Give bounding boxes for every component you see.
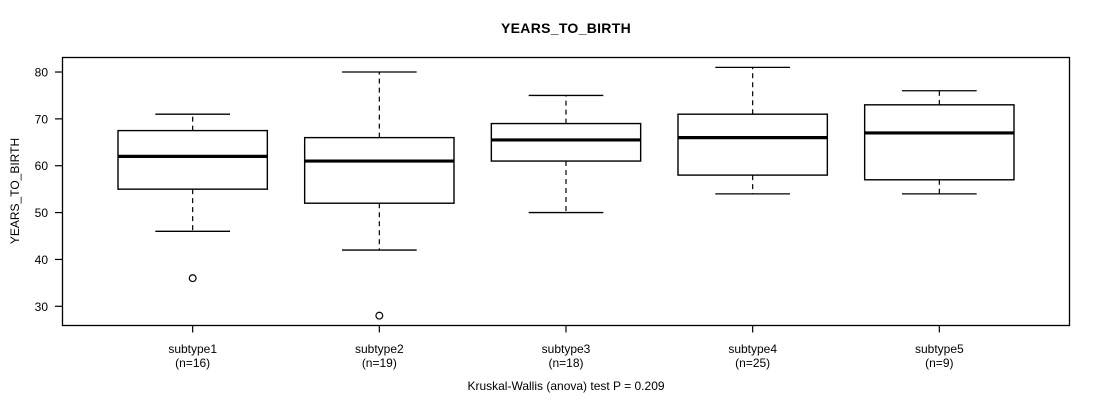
y-tick-label: 40 xyxy=(35,253,49,267)
x-axis-n-label: (n=18) xyxy=(548,356,583,370)
stat-test-caption: Kruskal-Wallis (anova) test P = 0.209 xyxy=(467,379,665,393)
iqr-box xyxy=(117,129,269,190)
x-axis-label: subtype2 xyxy=(355,342,404,356)
x-axis-n-label: (n=16) xyxy=(175,356,210,370)
y-tick-label: 80 xyxy=(35,66,49,80)
x-axis-label: subtype3 xyxy=(542,342,591,356)
iqr-box xyxy=(863,104,1015,181)
x-axis-label: subtype5 xyxy=(915,342,964,356)
x-axis-n-label: (n=25) xyxy=(735,356,770,370)
chart-title: YEARS_TO_BIRTH xyxy=(501,20,631,36)
y-tick-label: 30 xyxy=(35,300,49,314)
outlier-point xyxy=(188,274,197,283)
iqr-box xyxy=(303,136,455,204)
y-tick-label: 50 xyxy=(35,206,49,220)
iqr-box xyxy=(677,113,829,176)
x-axis-label: subtype4 xyxy=(728,342,777,356)
x-axis-label: subtype1 xyxy=(168,342,217,356)
y-tick-label: 70 xyxy=(35,112,49,126)
outlier-point xyxy=(375,311,384,320)
iqr-box xyxy=(490,122,642,162)
x-axis-n-label: (n=9) xyxy=(925,356,953,370)
x-axis-n-label: (n=19) xyxy=(362,356,397,370)
y-tick-label: 60 xyxy=(35,159,49,173)
